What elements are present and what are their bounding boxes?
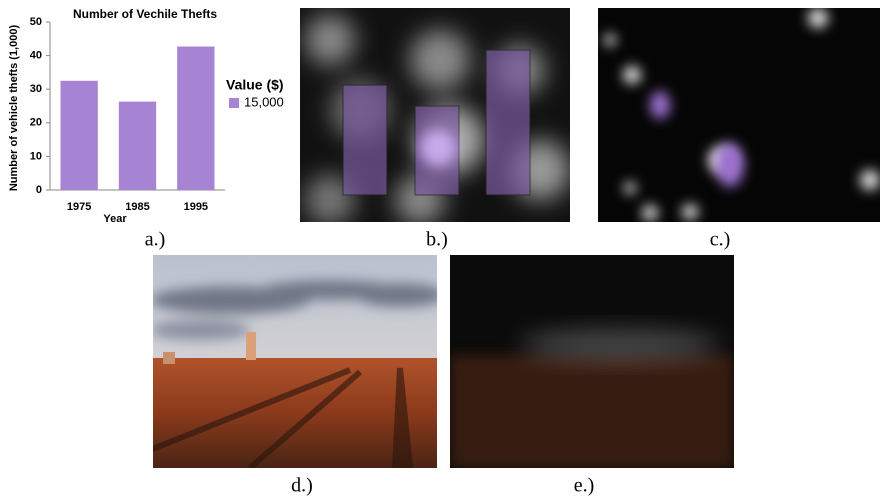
panel-label: e.) (574, 475, 595, 497)
panel-label: a.) (145, 229, 166, 251)
y-tick-label: 50 (30, 16, 42, 28)
legend-title: Value ($) (226, 77, 284, 93)
bar (119, 102, 156, 190)
y-tick-label: 10 (30, 150, 42, 162)
x-tick-label: 1995 (184, 201, 208, 213)
bar (61, 81, 98, 190)
bar (177, 47, 214, 190)
y-tick-label: 20 (30, 117, 42, 129)
saliency-map-b (300, 8, 570, 225)
legend-swatch (229, 98, 239, 108)
y-axis-label: Number of vehicle thefts (1,000) (8, 25, 20, 192)
panel-label: b.) (426, 229, 448, 251)
y-tick-label: 0 (36, 184, 42, 196)
x-tick-label: 1985 (125, 201, 149, 213)
x-tick-label: 1975 (67, 201, 91, 213)
panel-label: c.) (710, 229, 731, 251)
y-tick-label: 30 (30, 83, 42, 95)
y-tick-label: 40 (30, 50, 42, 62)
panel-label: d.) (291, 475, 313, 497)
chart-title: Number of Vechile Thefts (73, 7, 217, 21)
saliency-map-c (598, 8, 880, 222)
photo-d (150, 255, 445, 468)
x-axis-label: Year (103, 213, 127, 225)
figure: Number of Vechile Thefts Number of vehicl… (0, 0, 882, 498)
legend-label: 15,000 (244, 94, 284, 109)
saliency-map-e (450, 255, 734, 468)
